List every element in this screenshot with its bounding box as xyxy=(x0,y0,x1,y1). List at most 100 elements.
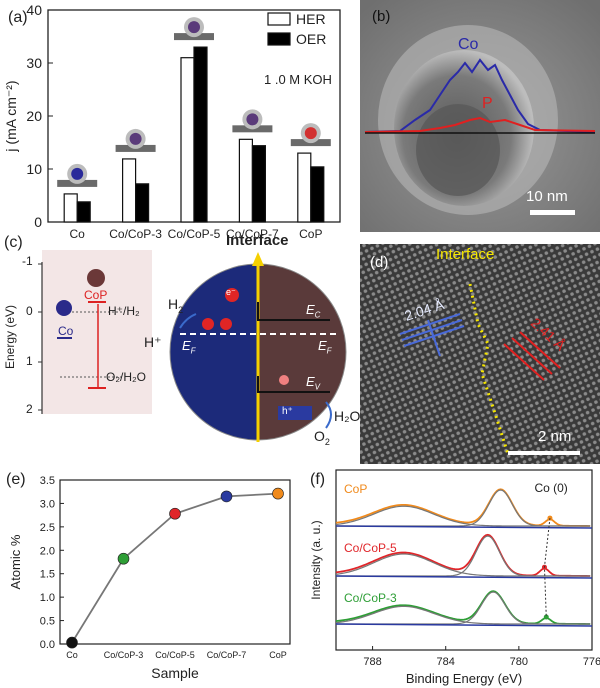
x-tick-label-e-1: Co/CoP-3 xyxy=(104,650,144,660)
ev-label: EV xyxy=(306,374,321,392)
o2-h2o-label: O₂/H₂O xyxy=(106,370,146,384)
bar-her-1 xyxy=(121,158,137,223)
hole-label: h⁺ xyxy=(282,406,293,417)
y-tick-label-e-5: 2.5 xyxy=(40,522,55,534)
x-tick-label-f-3: 776 xyxy=(583,656,600,668)
panel-label-a: (a) xyxy=(8,9,28,26)
data-point-e-4 xyxy=(272,487,284,500)
scale-bar-b xyxy=(530,210,575,215)
xps-baseline-2 xyxy=(335,623,593,627)
y-axis-label-e: Atomic % xyxy=(8,534,23,589)
plot-frame-e xyxy=(59,479,291,645)
ec-label: EC xyxy=(306,302,321,320)
bar-oer-4 xyxy=(310,166,325,223)
panel-label-e: (e) xyxy=(6,471,26,488)
energy-tick-0: 0 xyxy=(26,304,33,318)
bar-her-4 xyxy=(297,152,312,223)
y-tick-label-e-1: 0.5 xyxy=(40,616,55,628)
energy-tick-m1: -1 xyxy=(22,254,33,268)
y-tick-label-e-3: 1.5 xyxy=(40,569,55,581)
panel-label-b: (b) xyxy=(372,8,391,25)
xps-satellite-0 xyxy=(335,505,591,527)
y-tick-label-a-1: 10 xyxy=(26,161,42,177)
hrtem-image-d-drawing xyxy=(360,244,600,464)
sample-icon-core-1 xyxy=(129,132,142,145)
ef-right-label: EF xyxy=(318,338,332,356)
y-axis-label-a: j (mA cm⁻²) xyxy=(3,80,19,152)
tem-image-b-drawing xyxy=(360,0,600,232)
h2o-label: H₂O xyxy=(334,408,361,424)
hrtem-image-d: (d) Interface 2.04 Å 2.41 Å 2 nm xyxy=(360,244,600,464)
x-tick-label-a-2: Co/CoP-5 xyxy=(168,227,221,241)
data-point-e-0 xyxy=(66,636,78,649)
h-h2-label: H⁺/H₂ xyxy=(108,304,140,318)
ef-left-label: EF xyxy=(182,338,196,356)
energy-tick-1: 1 xyxy=(26,354,33,368)
y-tick-label-a-2: 20 xyxy=(26,108,42,124)
xps-envelope-0 xyxy=(335,488,591,527)
bar-oer-3 xyxy=(251,145,266,223)
legend-label-oer: OER xyxy=(296,31,326,47)
y-tick-label-a-0: 0 xyxy=(34,214,42,230)
x-tick-label-a-4: CoP xyxy=(299,227,322,241)
x-tick-label-a-1: Co/CoP-3 xyxy=(109,227,162,241)
data-point-e-2 xyxy=(169,507,181,520)
line-chart-e: (e) 0.0 0.5 1.0 1.5 2.0 2.5 3.0 3.5 Atomic % Co Co/… xyxy=(6,471,291,681)
y-tick-label-e-6: 3.0 xyxy=(40,498,55,510)
interface-label-c: Interface xyxy=(226,232,289,249)
x-axis-label-e: Sample xyxy=(151,665,199,681)
x-tick-label-f-2: 780 xyxy=(510,656,528,668)
energy-axis-label: Energy (eV) xyxy=(3,304,18,370)
band-diagram-c: (c) -1 0 1 2 Energy (eV) Co CoP H⁺/H₂ O₂… xyxy=(0,232,360,464)
co0-annotation: Co (0) xyxy=(534,481,567,495)
data-point-e-1 xyxy=(117,552,130,565)
bar-oer-0 xyxy=(76,201,91,223)
plot-frame-f xyxy=(335,469,593,651)
y-tick-label-e-0: 0.0 xyxy=(40,639,55,651)
scale-bar-d xyxy=(508,451,580,455)
x-tick-label-e-4: CoP xyxy=(269,650,287,660)
co0-guide-line xyxy=(543,518,551,617)
y-tick-label-a-3: 30 xyxy=(26,55,42,71)
legend-swatch-oer xyxy=(267,32,291,46)
series-label-f-1: Co/CoP-5 xyxy=(344,541,397,555)
o2-label: O2 xyxy=(314,428,330,447)
x-tick-label-f-1: 784 xyxy=(437,656,455,668)
x-tick-label-e-0: Co xyxy=(66,650,78,660)
band-diagram-c-drawing xyxy=(38,250,347,442)
panel-label-d: (d) xyxy=(370,254,389,271)
p-label: P xyxy=(482,95,493,112)
cop-level-label: CoP xyxy=(84,288,108,302)
y-axis-label-f: Intensity (a. u.) xyxy=(309,520,323,599)
y-tick-label-e-7: 3.5 xyxy=(40,475,55,487)
hplus-label: H⁺ xyxy=(144,334,162,350)
co0-marker-2 xyxy=(543,614,549,620)
interface-label-d: Interface xyxy=(436,246,495,263)
bar-her-3 xyxy=(238,138,253,223)
xps-satellite-2 xyxy=(335,605,591,625)
x-tick-label-f-0: 788 xyxy=(363,656,381,668)
x-tick-label-e-3: Co/CoP-7 xyxy=(207,650,247,660)
legend-swatch-her xyxy=(267,12,291,26)
sample-icon-core-2 xyxy=(188,21,200,34)
interface-dotted-line xyxy=(468,283,510,455)
panel-label-c: (c) xyxy=(4,234,23,251)
electron-label: e⁻ xyxy=(226,287,236,297)
panel-label-f: (f) xyxy=(310,471,325,488)
bar-her-2 xyxy=(180,57,195,223)
sample-icon-core-3 xyxy=(246,113,259,126)
co-label: Co xyxy=(458,36,479,53)
bar-oer-1 xyxy=(135,183,150,223)
y-tick-label-e-2: 1.0 xyxy=(40,592,55,604)
co-level-label: Co xyxy=(58,324,74,338)
y-tick-label-e-4: 2.0 xyxy=(40,545,55,557)
bar-oer-2 xyxy=(193,46,208,223)
scale-bar-b-label: 10 nm xyxy=(526,188,568,205)
sample-icon-core-4 xyxy=(304,127,317,140)
series-label-f-0: CoP xyxy=(344,482,367,496)
xps-baseline-1 xyxy=(335,575,593,579)
y-tick-label-a-4: 40 xyxy=(26,2,42,18)
data-point-e-3 xyxy=(220,490,233,503)
xps-chart-f: (f) 788 784 780 776 Binding Energy (eV) Intens… xyxy=(309,469,600,686)
